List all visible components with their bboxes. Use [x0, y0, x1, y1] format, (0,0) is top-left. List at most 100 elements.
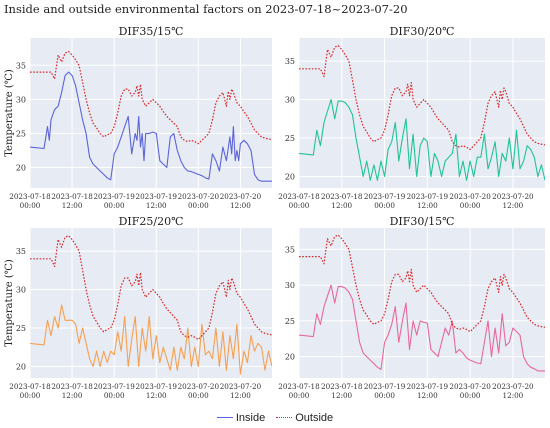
x-tick-label-line: 2023-07-19 — [93, 192, 135, 201]
x-tick-label: 2023-07-20 12:00 — [220, 382, 262, 400]
y-tick-label: 30 — [285, 281, 295, 290]
x-tick-label: 2023-07-19 12:00 — [136, 382, 178, 400]
x-tick-label-line: 00:00 — [188, 391, 209, 400]
series-line-outside — [30, 50, 272, 145]
legend-label-inside: Inside — [235, 411, 266, 424]
x-tick-label-line: 12:00 — [331, 391, 352, 400]
x-tick-label: 2023-07-18 00:00 — [9, 192, 51, 210]
x-tick-label-line: 00:00 — [188, 201, 209, 210]
x-tick-label-line: 2023-07-19 — [407, 382, 449, 391]
series-line-inside — [30, 71, 272, 182]
x-tick-label-line: 00:00 — [374, 391, 395, 400]
x-tick-label-line: 2023-07-18 — [278, 192, 320, 201]
x-tick-label: 2023-07-20 00:00 — [449, 382, 491, 400]
x-tick-label-line: 2023-07-18 — [321, 382, 363, 391]
x-tick-label-line: 2023-07-19 — [136, 192, 178, 201]
series-line-inside — [299, 98, 545, 181]
panel-title: DIF35/15℃ — [119, 25, 184, 38]
series-line-inside — [30, 304, 272, 375]
y-tick-label: 20 — [285, 353, 295, 362]
plot-area — [299, 38, 545, 188]
x-tick-label-line: 12:00 — [62, 391, 83, 400]
y-axis-label: Temperature (℃) — [4, 259, 15, 347]
x-tick-label-line: 00:00 — [460, 391, 481, 400]
x-tick-label-line: 2023-07-18 — [9, 382, 51, 391]
x-tick-label-line: 12:00 — [62, 201, 83, 210]
x-tick-label-line: 2023-07-20 — [449, 192, 491, 201]
x-tick-label: 2023-07-20 00:00 — [178, 382, 220, 400]
x-tick-label-line: 2023-07-18 — [321, 192, 363, 201]
y-tick-label: 25 — [285, 134, 295, 143]
plot-area — [30, 228, 272, 378]
x-tick-label-line: 2023-07-20 — [492, 192, 534, 201]
y-axis-label: Temperature (℃) — [4, 69, 15, 157]
x-tick-label: 2023-07-19 00:00 — [364, 192, 406, 210]
x-tick-label-line: 2023-07-19 — [93, 382, 135, 391]
x-tick-label-line: 2023-07-20 — [178, 192, 220, 201]
x-tick-label-line: 2023-07-19 — [136, 382, 178, 391]
plot-area — [30, 38, 272, 188]
x-tick-label-line: 12:00 — [146, 391, 167, 400]
x-tick-label: 2023-07-19 00:00 — [364, 382, 406, 400]
legend-item-inside: Inside — [216, 411, 266, 424]
x-tick-label-line: 12:00 — [146, 201, 167, 210]
x-tick-label-line: 00:00 — [104, 201, 125, 210]
panel-title: DIF30/15℃ — [390, 215, 455, 228]
y-tick-label: 35 — [16, 61, 26, 70]
x-tick-label-line: 12:00 — [417, 201, 438, 210]
x-tick-label-line: 12:00 — [230, 391, 251, 400]
y-tick-label: 30 — [16, 286, 26, 295]
x-tick-label-line: 2023-07-18 — [51, 192, 93, 201]
x-tick-label: 2023-07-20 00:00 — [449, 192, 491, 210]
y-tick-label: 30 — [16, 95, 26, 104]
series-line-outside — [299, 45, 545, 151]
x-tick-label: 2023-07-20 12:00 — [220, 192, 262, 210]
y-tick-label: 35 — [16, 247, 26, 256]
panel-title: DIF30/20℃ — [390, 25, 455, 38]
x-tick-label: 2023-07-20 12:00 — [492, 382, 534, 400]
x-tick-label: 2023-07-19 12:00 — [407, 192, 449, 210]
x-tick-label-line: 2023-07-19 — [364, 192, 406, 201]
x-tick-label-line: 00:00 — [20, 391, 41, 400]
y-tick-label: 20 — [16, 164, 26, 173]
series-line-outside — [299, 234, 545, 333]
x-tick-label-line: 2023-07-18 — [278, 382, 320, 391]
x-tick-label: 2023-07-18 12:00 — [321, 192, 363, 210]
x-tick-label: 2023-07-18 12:00 — [321, 382, 363, 400]
x-tick-label-line: 2023-07-20 — [449, 382, 491, 391]
x-tick-label: 2023-07-19 00:00 — [93, 192, 135, 210]
x-tick-label-line: 12:00 — [503, 391, 524, 400]
x-tick-label: 2023-07-18 12:00 — [51, 382, 93, 400]
legend-label-outside: Outside — [295, 411, 334, 424]
legend-swatch-outside — [276, 417, 293, 418]
plot-area — [299, 228, 545, 378]
x-tick-label-line: 00:00 — [374, 201, 395, 210]
y-tick-label: 20 — [16, 362, 26, 371]
x-tick-label-line: 2023-07-19 — [364, 382, 406, 391]
series-line-inside — [299, 284, 545, 372]
x-tick-label: 2023-07-19 12:00 — [136, 192, 178, 210]
x-tick-label: 2023-07-18 00:00 — [278, 192, 320, 210]
x-tick-label: 2023-07-19 12:00 — [407, 382, 449, 400]
y-tick-label: 25 — [16, 129, 26, 138]
x-tick-label: 2023-07-20 12:00 — [492, 192, 534, 210]
x-tick-label-line: 2023-07-18 — [9, 192, 51, 201]
x-tick-label-line: 2023-07-20 — [492, 382, 534, 391]
y-tick-label: 25 — [285, 317, 295, 326]
x-tick-label: 2023-07-18 00:00 — [278, 382, 320, 400]
x-tick-label-line: 2023-07-19 — [407, 192, 449, 201]
legend: Inside Outside — [0, 409, 550, 424]
legend-swatch-inside — [216, 417, 233, 418]
x-tick-label-line: 12:00 — [230, 201, 251, 210]
x-tick-label-line: 00:00 — [104, 391, 125, 400]
panel-title: DIF25/20℃ — [119, 215, 184, 228]
x-tick-label: 2023-07-18 00:00 — [9, 382, 51, 400]
x-tick-label-line: 2023-07-20 — [220, 382, 262, 391]
x-tick-label-line: 2023-07-18 — [51, 382, 93, 391]
x-tick-label-line: 00:00 — [289, 201, 310, 210]
